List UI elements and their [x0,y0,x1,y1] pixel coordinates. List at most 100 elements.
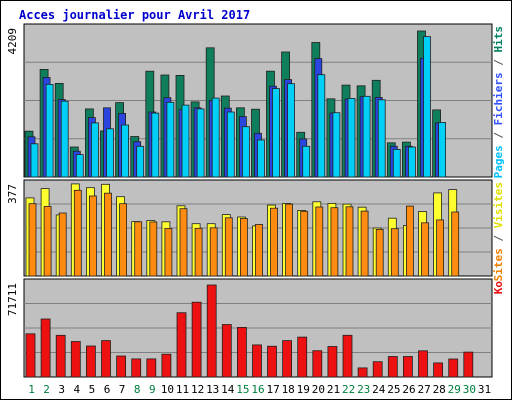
bar-ko-day-13 [206,284,217,378]
bar-ko-day-7 [116,355,126,378]
bar-sites-day-26 [405,205,414,277]
x-tick-label-day-21: 21 [327,383,340,396]
bar-ko-day-24 [372,361,383,378]
bar-sites-day-6 [104,192,112,277]
x-tick-label-day-5: 5 [89,383,96,396]
x-tick-label-day-30: 30 [463,383,476,396]
bar-pages-day-25 [392,148,401,178]
x-tick-label-day-13: 13 [206,383,219,396]
bar-ko-day-11 [176,312,187,378]
x-tick-label-day-18: 18 [282,383,295,396]
bar-sites-day-19 [300,210,309,277]
bar-sites-day-10 [164,228,173,277]
bar-sites-day-5 [89,195,97,277]
bar-pages-day-22 [347,98,356,178]
bar-ko-day-5 [86,345,96,378]
x-tick-label-day-14: 14 [221,383,235,396]
x-tick-label-day-24: 24 [372,383,386,396]
bar-sites-day-16 [255,223,263,277]
x-tick-label-day-2: 2 [43,383,50,396]
x-tick-label-day-4: 4 [73,383,80,396]
panel-visites-sites: 377 Sites / Visites [6,179,505,281]
panel-legend: Sites / Visites [492,182,505,281]
x-tick-label-day-19: 19 [297,383,310,396]
bar-sites-day-22 [345,206,354,277]
bar-pages-day-8 [136,145,145,178]
x-tick-label-day-25: 25 [387,383,400,396]
x-tick-label-day-11: 11 [176,383,189,396]
bar-ko-day-20 [312,350,323,378]
x-tick-label-day-6: 6 [104,383,111,396]
legend-hits: Hits [492,26,505,53]
bar-sites-day-20 [315,206,324,277]
bar-pages-day-11 [181,104,190,178]
panel-hits-files-pages: 4209 Pages / Fichiers / Hits [6,23,505,178]
panel-legend: Pages / Fichiers / Hits [492,26,505,178]
x-tick-label-day-17: 17 [266,383,279,396]
bar-pages-day-16 [257,139,265,178]
bar-ko-day-19 [297,336,308,378]
bar-pages-day-21 [332,112,341,178]
bar-ko-day-26 [402,356,413,378]
x-tick-label-day-8: 8 [134,383,141,396]
bar-pages-day-19 [302,145,311,178]
x-tick-label-day-28: 28 [433,383,446,396]
bar-ko-day-9 [146,358,157,378]
legend-: / [492,228,505,248]
x-tick-label-day-29: 29 [448,383,461,396]
bar-pages-day-3 [60,100,69,178]
x-tick-label-day-16: 16 [251,383,264,396]
bar-sites-day-11 [179,208,188,277]
bar-ko-day-10 [161,353,172,378]
bar-sites-day-1 [28,203,37,277]
bar-pages-day-10 [166,101,175,178]
panel-ko: 71711 Ko [6,278,505,378]
bar-ko-day-22 [342,334,353,378]
panel-ymax-label: 71711 [6,283,19,316]
bar-ko-day-18 [282,340,293,378]
bar-pages-day-20 [317,74,326,178]
bar-sites-day-7 [119,203,127,277]
bar-pages-day-9 [151,112,160,178]
bar-pages-day-14 [226,111,235,178]
bar-pages-day-17 [272,88,280,178]
bar-pages-day-5 [91,122,99,178]
bar-ko-day-16 [252,344,262,378]
x-tick-label-day-9: 9 [149,383,156,396]
bar-ko-day-14 [221,324,232,378]
x-tick-label-day-3: 3 [58,383,65,396]
panel-legend: Ko [492,281,505,295]
legend-pages: Pages [492,145,505,178]
bar-pages-day-6 [106,128,114,178]
bar-sites-day-28 [436,219,445,277]
x-tick-label-day-23: 23 [357,383,370,396]
bar-sites-day-2 [43,206,52,277]
bar-pages-day-1 [30,143,39,178]
panel-ymax-label: 4209 [6,28,19,55]
bar-sites-day-18 [285,203,294,277]
bar-pages-day-27 [423,36,431,178]
panel-ymax-label: 377 [6,184,19,204]
chart-title: Acces journalier pour Avril 2017 [19,8,250,22]
legend-fichiers: Fichiers [492,72,505,125]
x-tick-label-day-10: 10 [161,383,174,396]
bar-pages-day-24 [377,99,386,178]
bar-sites-day-12 [194,227,203,277]
bar-ko-day-12 [191,301,202,378]
x-tick-label-day-1: 1 [28,383,35,396]
bar-sites-day-3 [58,212,67,277]
bar-ko-day-21 [327,346,338,378]
x-tick-label-day-15: 15 [236,383,249,396]
bar-ko-day-23 [357,367,368,378]
bar-sites-day-4 [73,189,82,277]
x-tick-label-day-22: 22 [342,383,355,396]
legend-: / [492,125,505,145]
x-tick-label-day-20: 20 [312,383,325,396]
bar-ko-day-27 [418,350,428,378]
bar-sites-day-9 [149,221,158,277]
x-tick-label-day-27: 27 [417,383,430,396]
x-tick-label-day-26: 26 [402,383,415,396]
bar-ko-day-3 [55,334,66,378]
bar-pages-day-23 [362,95,371,178]
bar-ko-day-29 [448,358,459,378]
